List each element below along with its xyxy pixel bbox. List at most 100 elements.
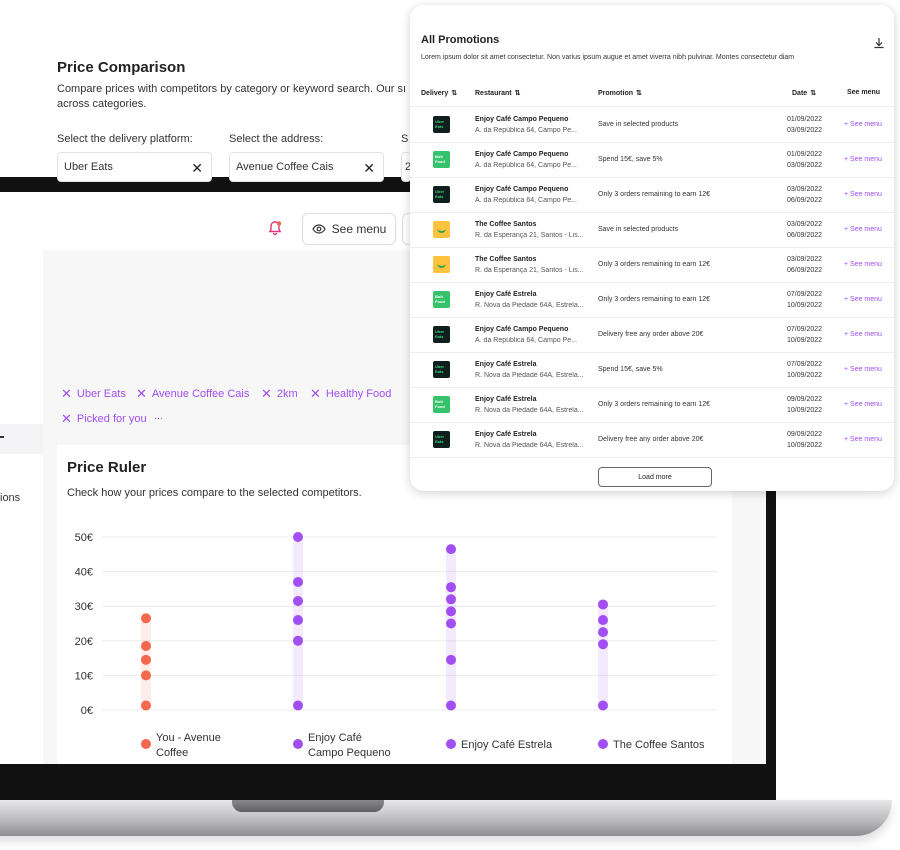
restaurant-name: Enjoy Café Campo Pequeno — [475, 116, 569, 123]
table-row[interactable]: Bolt Food Enjoy Café Campo Pequeno A. da R… — [410, 142, 894, 178]
remove-chip-icon[interactable]: ✕ — [61, 411, 72, 426]
filter-chip[interactable]: ✕ Uber Eats — [61, 386, 126, 402]
date-from: 01/09/2022 — [787, 151, 823, 158]
third-filter-value: 2 — [405, 161, 412, 173]
third-filter-select[interactable]: 2 — [401, 152, 411, 182]
col-delivery-label: Delivery — [421, 89, 449, 97]
delivery-platform-value: Uber Eats — [64, 161, 113, 173]
address-select[interactable]: Avenue Coffee Cais ✕ — [229, 152, 384, 182]
table-row[interactable]: Bolt Food Enjoy Café Estrela R. Nova da Pi… — [410, 387, 894, 423]
table-row[interactable]: Uber Eats Enjoy Café Campo Pequeno A. da R… — [410, 177, 894, 213]
see-menu-link[interactable]: + See menu — [844, 366, 882, 373]
bell-icon[interactable] — [267, 220, 283, 236]
see-menu-link[interactable]: + See menu — [844, 331, 882, 338]
data-point — [598, 615, 608, 626]
promotion-text: Save in selected products — [598, 121, 679, 128]
filter-chip[interactable]: ✕ 2km — [261, 386, 298, 402]
col-restaurant[interactable]: Restaurant ⇅ — [475, 89, 521, 98]
clear-icon[interactable]: ✕ — [363, 160, 375, 176]
table-row[interactable]: Uber Eats Enjoy Café Estrela R. Nova da Pi… — [410, 422, 894, 458]
sidebar-item-active[interactable] — [0, 424, 43, 454]
see-menu-link[interactable]: + See menu — [844, 261, 882, 268]
table-row[interactable]: The Coffee Santos R. da Esperança 21, San… — [410, 247, 894, 283]
sidebar-item-marker — [0, 436, 4, 438]
legend-marker — [598, 739, 608, 749]
legend-label: Coffee — [156, 747, 188, 759]
laptop-bezel — [0, 764, 776, 800]
page-description: Compare prices with competitors by categ… — [57, 83, 407, 110]
see-menu-link[interactable]: + See menu — [844, 436, 882, 443]
remove-chip-icon[interactable]: ✕ — [310, 386, 321, 401]
promotion-text: Delivery free any order above 20€ — [598, 436, 704, 443]
see-menu-link[interactable]: + See menu — [844, 156, 882, 163]
delivery-platform-logo: Uber Eats — [433, 361, 450, 378]
date-to: 10/09/2022 — [787, 372, 823, 379]
delivery-platform-logo: Bolt Food — [433, 291, 450, 308]
chip-label: Uber Eats — [76, 388, 126, 400]
col-date-label: Date — [792, 89, 808, 97]
delivery-platform-logo — [433, 221, 450, 238]
chip-label: Healthy Food — [325, 388, 392, 400]
see-menu-link[interactable]: + See menu — [844, 296, 882, 303]
delivery-platform-logo: Uber Eats — [433, 431, 450, 448]
see-menu-button[interactable]: See menu — [302, 213, 396, 245]
table-row[interactable]: The Coffee Santos R. da Esperança 21, San… — [410, 212, 894, 248]
table-row[interactable]: Uber Eats Enjoy Café Estrela R. Nova da Pi… — [410, 352, 894, 388]
see-menu-link[interactable]: + See menu — [844, 121, 882, 128]
price-ruler-description: Check how your prices compare to the sel… — [67, 487, 362, 499]
restaurant-name: Enjoy Café Estrela — [475, 431, 537, 438]
delivery-platform-label: Select the delivery platform: — [57, 133, 193, 145]
data-point — [141, 670, 151, 681]
promotions-subtitle: Lorem ipsum dolor sit amet consectetur. … — [421, 54, 795, 61]
y-tick-label: 10€ — [75, 670, 93, 682]
restaurant-address: R. Nova da Piedade 64A, Estrela... — [475, 372, 584, 379]
table-row[interactable]: Bolt Food Enjoy Café Estrela R. Nova da Pi… — [410, 282, 894, 318]
download-icon[interactable] — [873, 37, 885, 49]
see-menu-link[interactable]: + See menu — [844, 401, 882, 408]
see-menu-label: See menu — [331, 222, 387, 236]
address-label: Select the address: — [229, 133, 324, 145]
col-promotion[interactable]: Promotion ⇅ — [598, 89, 642, 98]
promotion-text: Only 3 orders remaining to earn 12€ — [598, 296, 711, 303]
more-chips-link[interactable]: ... — [154, 410, 164, 422]
date-to: 10/09/2022 — [787, 407, 823, 414]
table-row[interactable]: Uber Eats Enjoy Café Campo Pequeno A. da R… — [410, 317, 894, 353]
col-date[interactable]: Date ⇅ — [792, 89, 817, 98]
remove-chip-icon[interactable]: ✕ — [61, 386, 72, 401]
sort-icon[interactable]: ⇅ — [514, 90, 521, 97]
promotion-text: Only 3 orders remaining to earn 12€ — [598, 401, 711, 408]
y-tick-label: 20€ — [75, 636, 93, 648]
promotion-text: Only 3 orders remaining to earn 12€ — [598, 261, 711, 268]
filter-chip[interactable]: ✕ Picked for you — [61, 411, 147, 427]
legend-label: Enjoy Café — [308, 732, 362, 744]
remove-chip-icon[interactable]: ✕ — [261, 386, 272, 401]
clear-icon[interactable]: ✕ — [191, 160, 203, 176]
load-more-button[interactable]: Load more — [598, 467, 712, 487]
promotion-text: Save in selected products — [598, 226, 679, 233]
filter-chip[interactable]: ✕ Healthy Food — [310, 386, 391, 402]
restaurant-name: The Coffee Santos — [475, 256, 537, 263]
restaurant-name: Enjoy Café Estrela — [475, 361, 537, 368]
sort-icon[interactable]: ⇅ — [810, 90, 817, 97]
col-see-menu: See menu — [847, 89, 880, 96]
date-to: 10/09/2022 — [787, 302, 823, 309]
sort-icon[interactable]: ⇅ — [451, 90, 458, 97]
data-point — [293, 596, 303, 607]
restaurant-address: A. da República 64, Campo Pe... — [475, 127, 577, 134]
delivery-platform-select[interactable]: Uber Eats ✕ — [57, 152, 212, 182]
date-from: 07/09/2022 — [787, 326, 823, 333]
sort-icon[interactable]: ⇅ — [636, 90, 642, 97]
price-ruler-card — [57, 445, 732, 775]
date-to: 10/09/2022 — [787, 442, 823, 449]
sidebar-item-label[interactable]: ions — [0, 492, 21, 504]
table-row[interactable]: Uber Eats Enjoy Café Campo Pequeno A. da R… — [410, 107, 894, 143]
see-menu-link[interactable]: + See menu — [844, 191, 882, 198]
restaurant-address: R. Nova da Piedade 64A, Estrela... — [475, 302, 584, 309]
col-delivery[interactable]: Delivery ⇅ — [421, 89, 458, 98]
remove-chip-icon[interactable]: ✕ — [136, 386, 147, 401]
date-from: 09/09/2022 — [787, 431, 823, 438]
see-menu-link[interactable]: + See menu — [844, 226, 882, 233]
col-restaurant-label: Restaurant — [475, 89, 512, 97]
filter-chip[interactable]: ✕ Avenue Coffee Cais — [136, 386, 249, 402]
laptop-base — [0, 800, 892, 836]
